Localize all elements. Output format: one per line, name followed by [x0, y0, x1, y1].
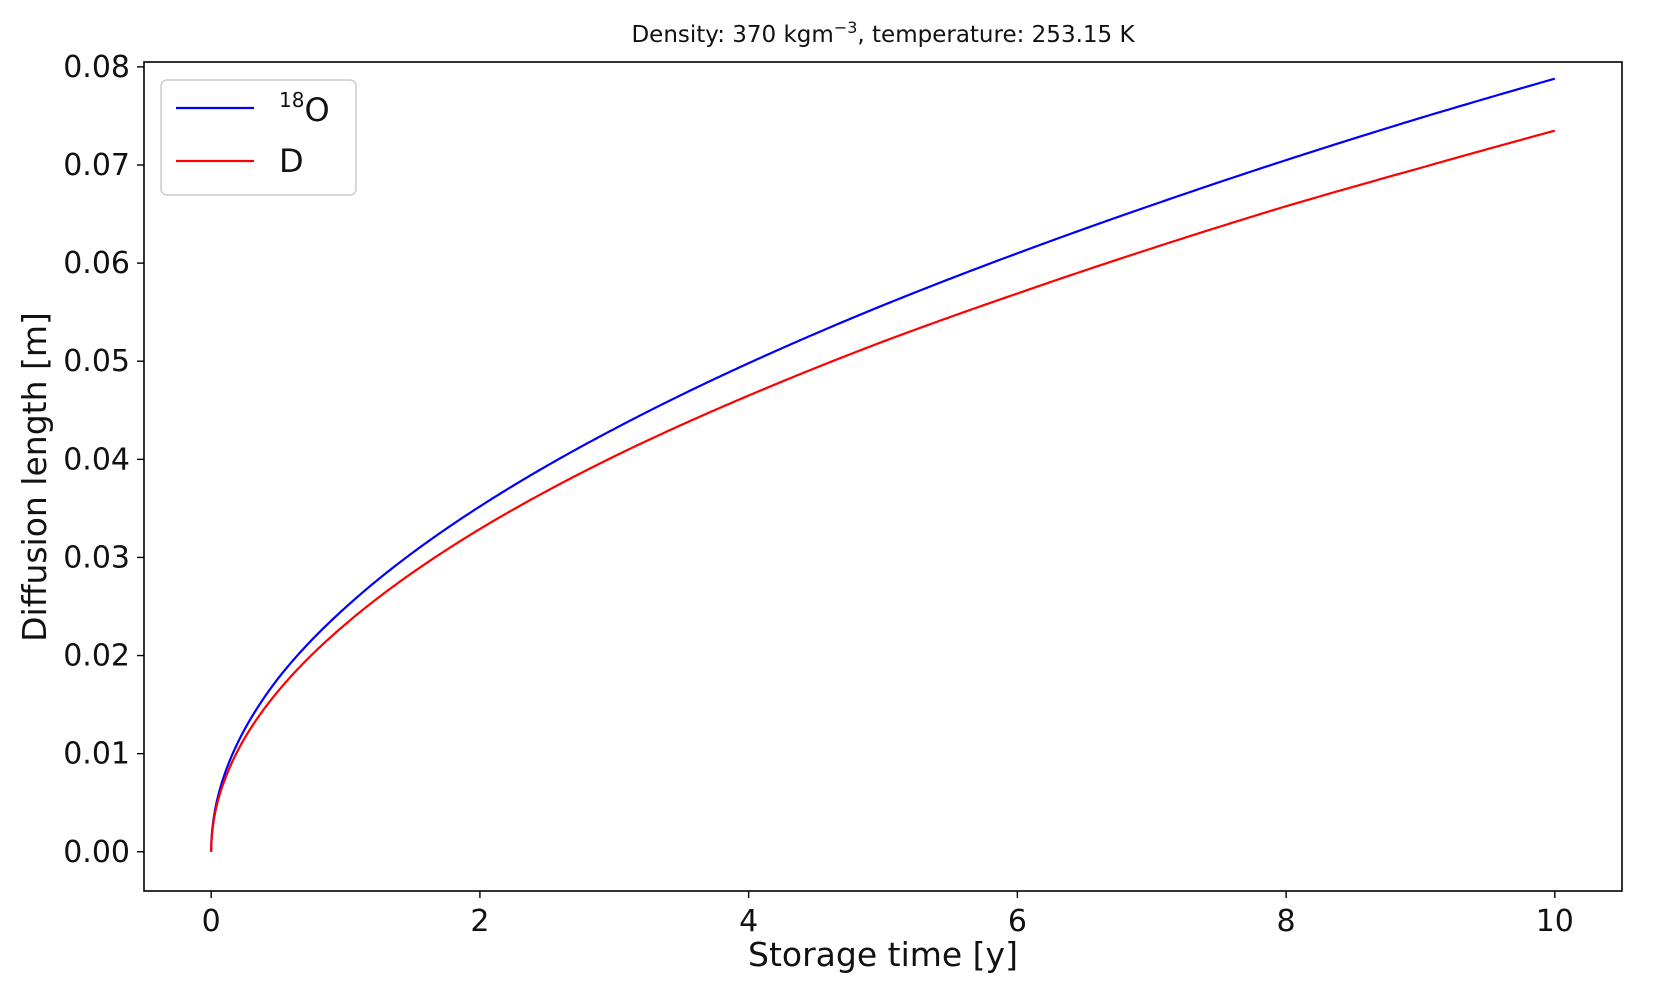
- series-line-oxygen-18: [210, 77, 1556, 852]
- legend-label-oxygen-18-superscript: 18: [279, 88, 304, 112]
- y-tick-label-1: 0.01: [63, 737, 130, 772]
- x-tick-label-4: 8: [1277, 904, 1296, 939]
- legend: 18O D: [160, 79, 357, 196]
- plot-background: [144, 62, 1622, 891]
- x-tick-label-2: 4: [739, 904, 758, 939]
- series-line-deuterium: [210, 129, 1556, 852]
- legend-label-oxygen-18: 18O: [279, 88, 330, 129]
- y-tick-label-7: 0.07: [63, 148, 130, 183]
- x-tick-label-0: 0: [202, 904, 221, 939]
- x-tick-label-3: 6: [1008, 904, 1027, 939]
- y-tick-label-5: 0.05: [63, 344, 130, 379]
- y-tick-label-0: 0.00: [63, 835, 130, 870]
- x-tick-label-1: 2: [470, 904, 489, 939]
- x-axis-label: Storage time [y]: [748, 935, 1018, 974]
- y-tick-label-8: 0.08: [63, 50, 130, 85]
- x-tick-label-5: 10: [1536, 904, 1574, 939]
- y-tick-label-2: 0.02: [63, 639, 130, 674]
- chart-title-superscript: −3: [834, 18, 858, 37]
- y-axis-label: Diffusion length [m]: [15, 312, 54, 642]
- y-tick-label-3: 0.03: [63, 540, 130, 575]
- y-tick-label-6: 0.06: [63, 246, 130, 281]
- chart-title: Density: 370 kgm−3, temperature: 253.15 …: [631, 18, 1135, 48]
- plot-frame: [143, 61, 1623, 892]
- y-axis-ticks: 0.00 0.01 0.02 0.03 0.04 0.05 0.06 0.07 0.08: [63, 50, 144, 870]
- y-tick-label-4: 0.04: [63, 442, 130, 477]
- series-lines: [210, 77, 1556, 852]
- legend-label-deuterium: D: [279, 142, 304, 180]
- x-axis-ticks: 0 2 4 6 8 10: [202, 891, 1574, 939]
